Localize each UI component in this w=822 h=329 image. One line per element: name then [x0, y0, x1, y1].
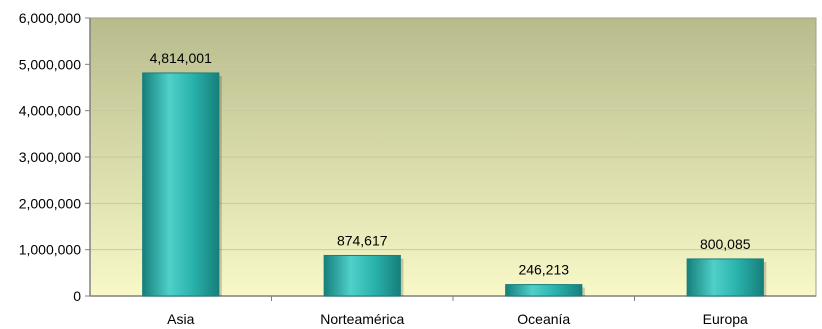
- y-tick-label: 6,000,000: [19, 10, 81, 26]
- data-labels: 4,814,001 874,617 246,213 800,085: [150, 50, 751, 278]
- bar-asia: [142, 72, 220, 297]
- data-label: 874,617: [337, 232, 388, 248]
- bar-europa: [686, 258, 764, 297]
- bar-norteamérica: [323, 254, 401, 297]
- y-tick-label: 1,000,000: [19, 242, 81, 258]
- data-label: 246,213: [518, 262, 569, 278]
- x-category-label: Norteamérica: [320, 311, 404, 327]
- x-category-label: Oceanía: [517, 311, 570, 327]
- bar-oceanía: [505, 284, 583, 297]
- x-category-label: Asia: [167, 311, 194, 327]
- data-label: 4,814,001: [150, 50, 212, 66]
- y-tick-label: 0: [73, 288, 81, 304]
- x-category-label: Europa: [703, 311, 748, 327]
- data-label: 800,085: [700, 236, 751, 252]
- y-tick-label: 4,000,000: [19, 103, 81, 119]
- category-labels: Asia Norteamérica Oceanía Europa: [167, 311, 748, 327]
- y-tick-label: 2,000,000: [19, 195, 81, 211]
- y-axis-tick-labels: 0 1,000,000 2,000,000 3,000,000 4,000,000 5,0…: [19, 10, 82, 304]
- bars: [142, 72, 767, 297]
- y-tick-label: 5,000,000: [19, 56, 81, 72]
- y-tick-label: 3,000,000: [19, 149, 81, 165]
